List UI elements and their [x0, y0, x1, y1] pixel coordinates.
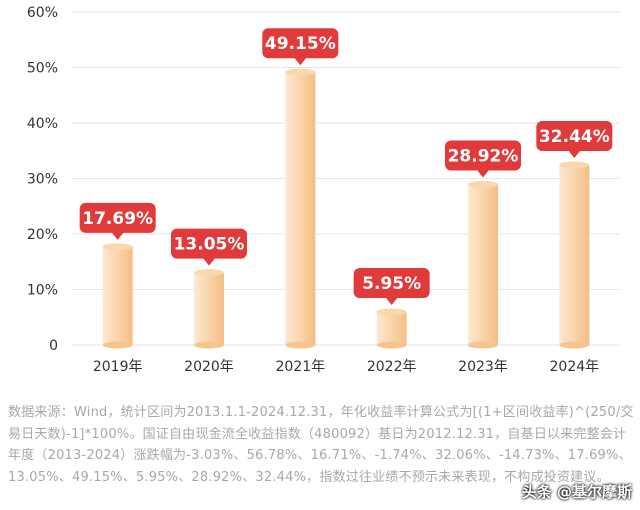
- data-label-pointer: [203, 258, 215, 266]
- data-label-pointer: [294, 57, 307, 66]
- y-tick-label: 60%: [27, 5, 58, 21]
- grid-lines: [72, 11, 620, 346]
- bar: [102, 243, 133, 349]
- bar-body: [194, 272, 224, 345]
- data-label: 28.92%: [445, 140, 521, 178]
- data-label-pointer: [568, 150, 581, 158]
- bar-body: [376, 311, 407, 345]
- bar-body: [559, 164, 590, 345]
- data-label-pointer: [111, 232, 124, 240]
- bar-cap: [376, 308, 407, 316]
- data-label-text: 32.44%: [539, 127, 610, 147]
- x-tick-label: 2020年: [184, 359, 234, 375]
- data-label-box: [171, 228, 247, 259]
- data-label: 17.69%: [79, 202, 156, 240]
- bar-base: [559, 341, 590, 349]
- bar-base: [285, 341, 316, 349]
- data-label-box: [262, 28, 339, 59]
- x-tick-label: 2021年: [276, 359, 326, 375]
- data-label-box: [445, 140, 521, 171]
- data-label: 5.95%: [353, 267, 430, 305]
- bar-body: [102, 246, 133, 345]
- bar-body: [285, 72, 316, 345]
- y-axis-ticks: 0 10% 20% 30% 40% 50% 60%: [27, 5, 58, 354]
- bar-base: [468, 341, 498, 349]
- bar: [285, 68, 316, 349]
- bar-cap: [468, 180, 498, 188]
- data-label: 49.15%: [262, 28, 339, 66]
- x-tick-label: 2022年: [367, 359, 417, 375]
- data-label-box: [353, 267, 430, 298]
- bar-base: [194, 341, 224, 349]
- data-label: 32.44%: [536, 120, 613, 158]
- bar: [376, 308, 407, 349]
- bar-cap: [194, 269, 224, 277]
- data-label-text: 28.92%: [448, 146, 519, 166]
- data-labels: 17.69% 13.05% 49.15% 5.95% 28.92% 32.44%: [79, 28, 613, 305]
- data-label-text: 17.69%: [82, 209, 153, 229]
- bar-cap: [285, 68, 316, 76]
- y-tick-label: 20%: [27, 227, 58, 243]
- x-tick-label: 2019年: [93, 359, 143, 375]
- bar: [559, 161, 590, 349]
- x-axis-ticks: 2019年 2020年 2021年 2022年 2023年 2024年: [93, 359, 599, 375]
- data-label: 13.05%: [171, 228, 247, 266]
- bar-cap: [102, 243, 133, 251]
- y-tick-label: 0: [49, 338, 58, 354]
- data-label-text: 49.15%: [265, 34, 336, 54]
- data-label-box: [536, 120, 613, 151]
- bar-cap: [559, 161, 590, 169]
- y-tick-label: 40%: [27, 116, 58, 132]
- bar-base: [102, 341, 133, 349]
- bar-body: [468, 184, 498, 345]
- y-tick-label: 10%: [27, 283, 58, 299]
- y-tick-label: 50%: [27, 61, 58, 77]
- data-label-pointer: [385, 297, 398, 305]
- footnote: 数据来源：Wind，统计区间为2013.1.1-2024.12.31，年化收益率…: [8, 405, 634, 485]
- y-tick-label: 30%: [27, 172, 58, 188]
- bar: [194, 269, 224, 349]
- data-label-pointer: [477, 169, 489, 178]
- x-tick-label: 2023年: [458, 359, 508, 375]
- bar-base: [376, 341, 407, 349]
- bars: [102, 68, 590, 349]
- bar: [468, 180, 498, 349]
- x-tick-label: 2024年: [550, 359, 600, 375]
- data-label-box: [79, 202, 156, 233]
- watermark: 头条 @基尔摩斯: [521, 483, 632, 501]
- data-label-text: 5.95%: [362, 274, 421, 294]
- data-label-text: 13.05%: [174, 235, 245, 255]
- bar-chart: 0 10% 20% 30% 40% 50% 60% 17.69% 13.05% 49.15% 5.…: [27, 5, 620, 375]
